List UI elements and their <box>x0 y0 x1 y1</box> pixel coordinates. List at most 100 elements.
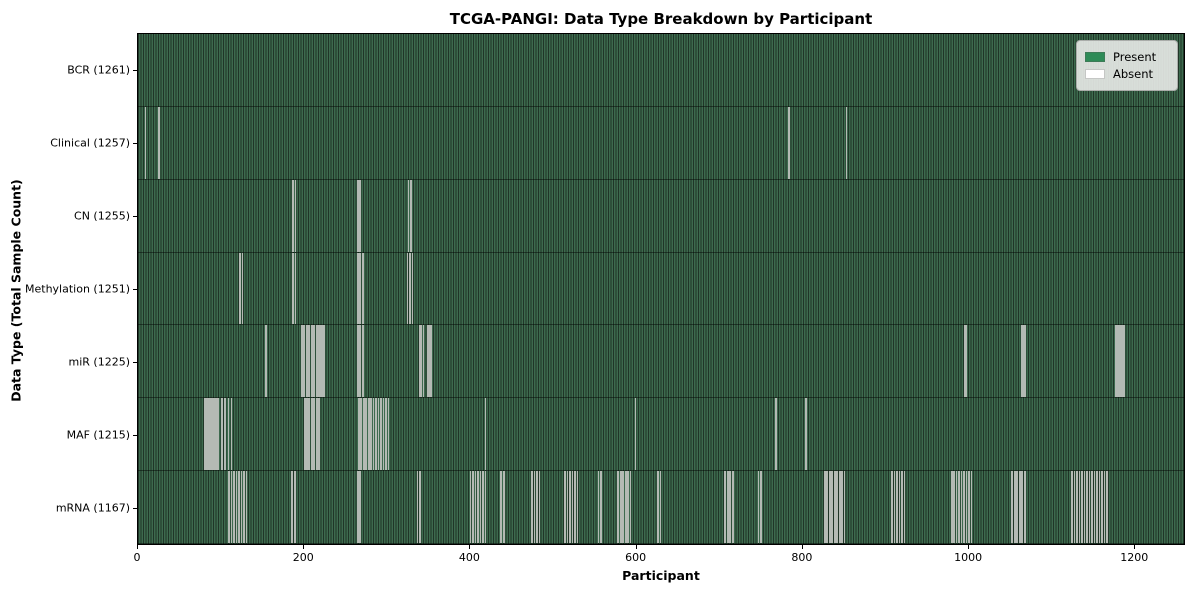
absent-line <box>775 398 777 471</box>
absent-line <box>566 471 569 544</box>
absent-line <box>360 398 362 471</box>
absent-line <box>533 471 536 544</box>
absent-line <box>370 398 372 471</box>
absent-line <box>893 471 896 544</box>
absent-line <box>833 471 836 544</box>
absent-line <box>788 106 790 179</box>
absent-line <box>304 398 307 471</box>
absent-line <box>804 398 807 471</box>
absent-line <box>303 325 306 398</box>
absent-line <box>409 252 411 325</box>
absent-line <box>317 398 319 471</box>
absent-line <box>300 325 303 398</box>
heatmap-row-maf <box>138 398 1184 472</box>
x-tick-mark <box>635 545 637 549</box>
absent-line <box>482 471 484 544</box>
absent-line <box>359 471 362 544</box>
absent-line <box>845 106 848 179</box>
absent-line <box>1098 471 1101 544</box>
absent-line <box>502 471 505 544</box>
absent-line <box>305 325 308 398</box>
absent-line <box>1078 471 1081 544</box>
absent-line <box>950 471 953 544</box>
absent-line <box>407 179 410 252</box>
absent-line <box>367 398 370 471</box>
absent-line <box>368 398 371 471</box>
absent-line <box>310 325 313 398</box>
absent-line <box>320 325 323 398</box>
absent-line <box>1011 471 1014 544</box>
absent-line <box>411 252 414 325</box>
y-tick-mark <box>133 289 137 290</box>
absent-line <box>826 471 829 544</box>
absent-line <box>291 471 294 544</box>
absent-line <box>1020 325 1023 398</box>
absent-line <box>308 398 310 471</box>
absent-line <box>365 398 367 471</box>
y-tick-label: Clinical (1257) <box>50 136 130 150</box>
absent-line <box>627 471 629 544</box>
x-tick-mark <box>137 545 138 549</box>
absent-line <box>903 471 906 544</box>
absent-line <box>1013 471 1016 544</box>
absent-line <box>406 252 409 325</box>
absent-line <box>1023 325 1026 398</box>
x-tick-label: 1200 <box>1120 551 1149 564</box>
chart-title: TCGA-PANGI: Data Type Breakdown by Parti… <box>449 10 873 28</box>
absent-line <box>410 179 412 252</box>
absent-line <box>1083 471 1086 544</box>
absent-line <box>953 471 955 544</box>
absent-line <box>318 325 321 398</box>
absent-line <box>1018 471 1021 544</box>
absent-line <box>898 471 901 544</box>
absent-line <box>233 471 235 544</box>
absent-line <box>1115 325 1117 398</box>
absent-line <box>323 325 326 398</box>
absent-line <box>564 471 566 544</box>
absent-line <box>312 325 314 398</box>
absent-line <box>968 471 970 544</box>
absent-line <box>1118 325 1121 398</box>
absent-line <box>264 325 267 398</box>
absent-line <box>228 471 230 544</box>
absent-line <box>387 398 390 471</box>
absent-line <box>569 471 571 544</box>
heatmap-row-mir <box>138 325 1184 399</box>
absent-line <box>212 398 215 471</box>
absent-line <box>472 471 474 544</box>
x-tick-mark <box>303 545 305 549</box>
absent-line <box>571 471 574 544</box>
absent-line <box>1091 471 1093 544</box>
y-tick-label: mRNA (1167) <box>55 501 130 515</box>
absent-line <box>312 398 314 471</box>
absent-line <box>416 471 419 544</box>
absent-line <box>224 398 226 471</box>
absent-line <box>302 325 304 398</box>
x-tick-label: 400 <box>458 551 480 564</box>
legend-entry-absent: Absent <box>1085 67 1169 81</box>
x-tick-label: 600 <box>625 551 647 564</box>
absent-line <box>157 106 160 179</box>
absent-line <box>361 325 364 398</box>
absent-line <box>1121 325 1124 398</box>
absent-line <box>1101 471 1103 544</box>
absent-line <box>1106 471 1108 544</box>
absent-line <box>230 471 233 544</box>
absent-line <box>1096 471 1098 544</box>
absent-line <box>843 471 846 544</box>
absent-line <box>629 471 632 544</box>
absent-line <box>361 252 364 325</box>
absent-line <box>310 398 313 471</box>
legend-entry-present: Present <box>1085 50 1169 64</box>
absent-line <box>207 398 210 471</box>
absent-line <box>622 471 625 544</box>
absent-line <box>1076 471 1078 544</box>
absent-line <box>538 471 541 544</box>
absent-line <box>217 398 220 471</box>
absent-line <box>1093 471 1096 544</box>
absent-line <box>356 471 359 544</box>
legend-present-label: Present <box>1113 50 1157 64</box>
absent-line <box>318 398 321 471</box>
absent-line <box>210 398 213 471</box>
